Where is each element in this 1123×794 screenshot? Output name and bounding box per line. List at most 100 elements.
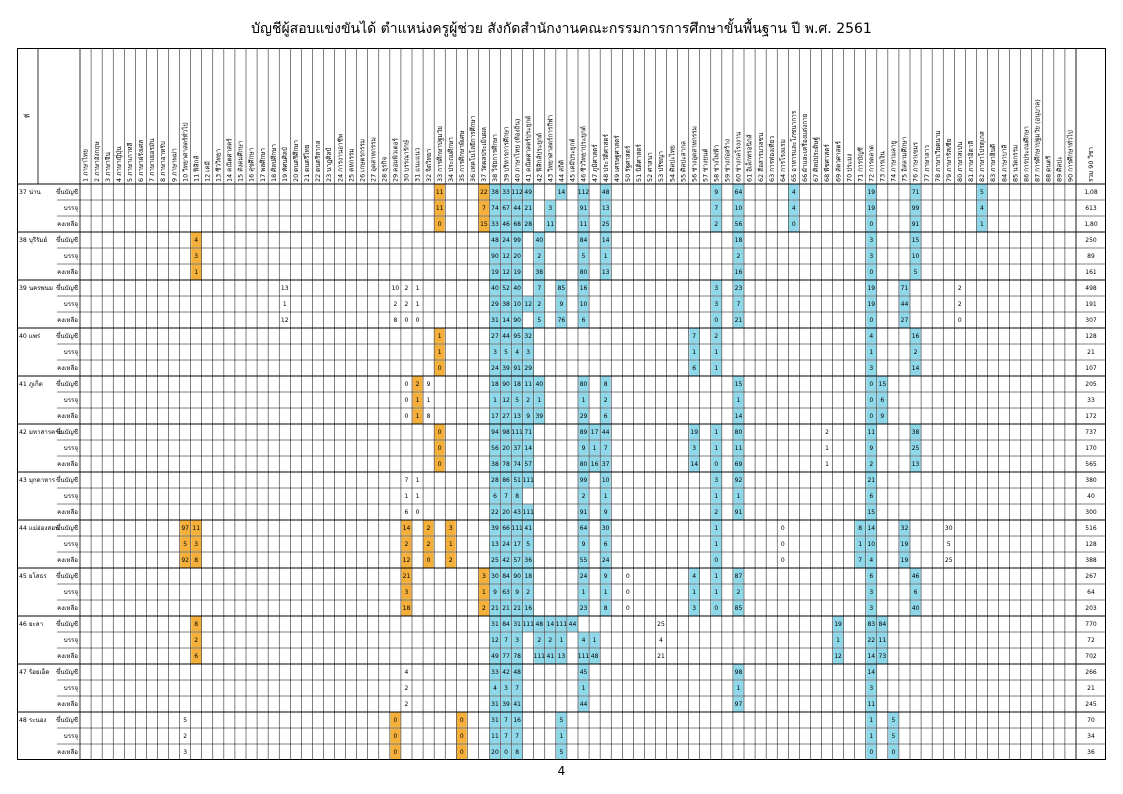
table-cell: 45 bbox=[580, 669, 588, 676]
cell-highlight bbox=[899, 312, 910, 328]
cell-highlight bbox=[578, 424, 589, 440]
cell-highlight bbox=[478, 600, 489, 616]
subject-header: 59 ช่างก่อสร้าง bbox=[724, 139, 732, 182]
table-cell: 20 bbox=[491, 749, 499, 756]
cell-highlight bbox=[523, 440, 534, 456]
row-label: บรรจุ bbox=[64, 541, 79, 548]
subject-header: 2 ภาษาอังกฤษ bbox=[93, 141, 101, 182]
subject-header: 87 การศึกษาปฐมวัย (อนุบาล) bbox=[1033, 99, 1041, 182]
cell-highlight bbox=[501, 184, 512, 200]
table-cell: 90 bbox=[502, 381, 510, 388]
table-cell: 1 bbox=[737, 397, 741, 404]
area-number: 44 bbox=[19, 525, 29, 532]
cell-highlight bbox=[489, 728, 501, 744]
area-name: 40 แพร่ bbox=[19, 333, 41, 340]
table-cell: 14 bbox=[558, 189, 566, 196]
cell-highlight bbox=[489, 184, 501, 200]
cell-highlight bbox=[512, 312, 523, 328]
cell-highlight bbox=[711, 472, 722, 488]
cell-highlight bbox=[489, 296, 501, 312]
table-cell: 38 bbox=[912, 429, 920, 436]
cell-highlight bbox=[910, 200, 921, 216]
cell-highlight bbox=[489, 552, 501, 568]
cell-highlight bbox=[523, 296, 534, 312]
table-cell: 2 bbox=[526, 397, 530, 404]
row-total: 191 bbox=[1085, 301, 1097, 308]
cell-highlight bbox=[489, 456, 501, 472]
cell-highlight bbox=[523, 568, 534, 584]
table-cell: 38 bbox=[491, 461, 499, 468]
table-cell: 74 bbox=[491, 205, 499, 212]
row-label: บรรจุ bbox=[64, 205, 79, 212]
table-cell: 39 bbox=[535, 413, 543, 420]
cell-highlight bbox=[855, 520, 866, 536]
cell-highlight bbox=[689, 456, 700, 472]
table-cell: 24 bbox=[502, 541, 510, 548]
table-cell: 41 bbox=[513, 701, 521, 708]
cell-highlight bbox=[578, 696, 589, 712]
table-cell: 40 bbox=[535, 381, 543, 388]
subject-header: 53 ปรัชญา bbox=[657, 151, 665, 182]
table-cell: 7 bbox=[858, 557, 862, 564]
row-label: ขึ้นบัญชี bbox=[56, 283, 78, 292]
subject-header: 34 ประถมศึกษา bbox=[447, 137, 455, 182]
subject-header: 47 ภูมิศาสตร์ bbox=[591, 144, 599, 182]
table-cell: 63 bbox=[502, 589, 510, 596]
cell-highlight bbox=[456, 744, 467, 760]
cell-highlight bbox=[733, 424, 744, 440]
table-cell: 2 bbox=[537, 253, 541, 260]
table-cell: 31 bbox=[513, 621, 521, 628]
table-cell: 8 bbox=[604, 605, 608, 612]
area-number: 40 bbox=[19, 333, 29, 340]
cell-highlight bbox=[711, 424, 722, 440]
area-name: 42 มหาสารคาม bbox=[19, 429, 63, 436]
table-cell: 1 bbox=[427, 397, 431, 404]
table-cell: 9 bbox=[582, 445, 586, 452]
table-cell: 9 bbox=[869, 445, 873, 452]
table-cell: 14 bbox=[524, 445, 532, 452]
cell-highlight bbox=[478, 184, 489, 200]
subject-header: 72 การตลาด bbox=[867, 145, 875, 182]
table-cell: 4 bbox=[194, 237, 198, 244]
table-cell: 9 bbox=[714, 189, 718, 196]
row-label: คงเหลือ bbox=[57, 748, 78, 756]
cell-highlight bbox=[733, 312, 744, 328]
table-cell: 11 bbox=[192, 525, 200, 532]
row-label: ขึ้นบัญชี bbox=[56, 523, 78, 532]
row-label: บรรจุ bbox=[64, 589, 79, 596]
cell-highlight bbox=[401, 552, 412, 568]
cell-highlight bbox=[578, 680, 589, 696]
table-gridlines bbox=[17, 48, 1106, 760]
cell-highlight bbox=[501, 584, 512, 600]
subject-header: 71 การบัญชี bbox=[856, 146, 864, 182]
table-cell: 25 bbox=[602, 221, 610, 228]
row-total: 21 bbox=[1087, 685, 1095, 692]
cell-highlight bbox=[534, 408, 545, 424]
table-cell: 10 bbox=[392, 285, 400, 292]
row-label: ขึ้นบัญชี bbox=[56, 619, 78, 628]
subject-header: 54 ศิลปะไทย bbox=[668, 145, 676, 182]
cell-highlight bbox=[600, 232, 611, 248]
table-cell: 40 bbox=[513, 285, 521, 292]
cell-highlight bbox=[412, 376, 423, 392]
cell-highlight bbox=[910, 328, 921, 344]
cell-highlight bbox=[711, 296, 722, 312]
cell-highlight bbox=[489, 744, 501, 760]
table-cell: 3 bbox=[869, 253, 873, 260]
table-cell: 78 bbox=[502, 461, 510, 468]
table-cell: 3 bbox=[449, 525, 453, 532]
table-cell: 111 bbox=[578, 653, 590, 660]
cell-highlight bbox=[401, 568, 412, 584]
table-cell: 4 bbox=[980, 205, 984, 212]
area-label: ยโสธร bbox=[29, 572, 48, 580]
cell-highlight bbox=[512, 536, 523, 552]
table-cell: 1 bbox=[593, 445, 597, 452]
subject-header: 4 ภาษาญี่ปุ่น bbox=[114, 146, 123, 182]
table-cell: 6 bbox=[880, 397, 884, 404]
table-cell: 48 bbox=[535, 621, 543, 628]
table-cell: 66 bbox=[502, 525, 510, 532]
table-cell: 111 bbox=[522, 509, 534, 516]
table-cell: 6 bbox=[692, 365, 696, 372]
cell-highlight bbox=[401, 536, 412, 552]
table-cell: 3 bbox=[504, 685, 508, 692]
